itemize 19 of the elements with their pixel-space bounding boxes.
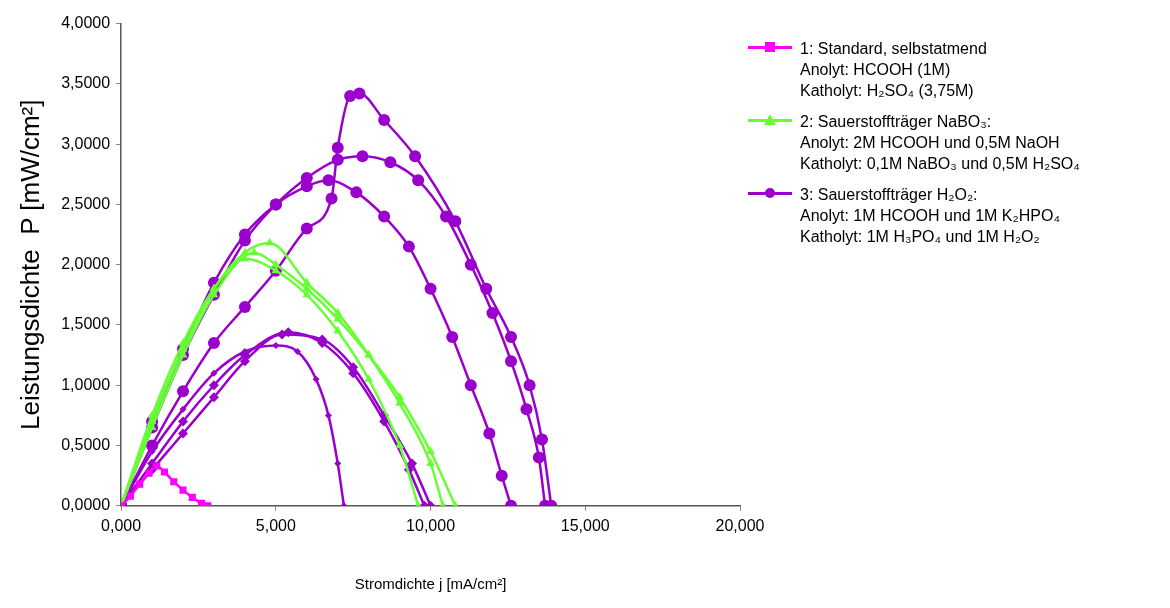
x-tick-label: 10,000 — [406, 516, 456, 534]
legend-label: 3: Sauerstoffträger H₂O₂: Anolyt: 1M HCOOH und 1M K₂HPO₄ Katholyt: 1M H₃PO₄ und 1M H₂O₂ — [800, 185, 1060, 247]
y-tick-label: 0,0000 — [61, 496, 111, 514]
y-tick-label: 4,0000 — [61, 14, 111, 32]
y-tick-label: 3,5000 — [61, 74, 111, 92]
y-tick-label: 2,5000 — [61, 194, 111, 212]
y-tick-label: 0,5000 — [61, 435, 111, 453]
x-tick-label: 5,000 — [255, 516, 296, 534]
x-tick-label: 0,000 — [101, 516, 142, 534]
y-tick-label: 3,0000 — [61, 134, 111, 152]
y-tick-label: 1,0000 — [61, 375, 111, 393]
y-tick-label: 1,5000 — [61, 315, 111, 333]
y-axis-title: Leistungsdichte P [mW/cm²] — [14, 99, 45, 430]
legend-label: 2: Sauerstoffträger NaBO₃: Anolyt: 2M HCOOH und 0,5M NaOH Katholyt: 0,1M NaBO₃ und 0,5M H₂SO₄ — [800, 112, 1080, 174]
x-tick-label: 15,000 — [560, 516, 610, 534]
x-axis-title: Stromdichte j [mA/cm²] — [354, 575, 507, 593]
x-tick-label: 20,000 — [715, 516, 765, 534]
y-tick-label: 2,0000 — [61, 255, 111, 273]
legend-label: 1: Standard, selbstatmend Anolyt: HCOOH (1M) Katholyt: H₂SO₄ (3,75M) — [800, 39, 987, 101]
